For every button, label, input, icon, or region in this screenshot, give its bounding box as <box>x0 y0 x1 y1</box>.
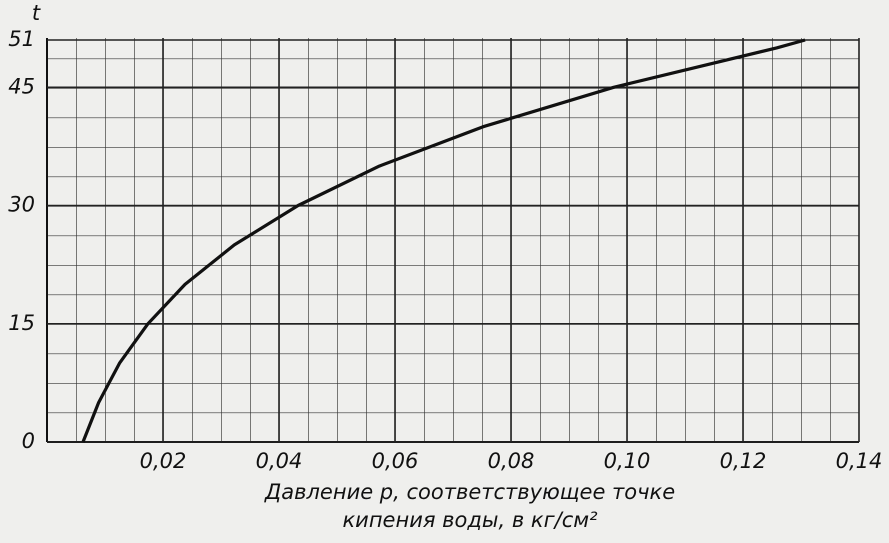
data-line <box>81 38 806 443</box>
x-tick-label: 0,08 <box>488 449 535 473</box>
minor-grid <box>47 38 859 442</box>
x-axis-label: кипения воды, в кг/см² <box>343 508 599 532</box>
x-tick-label: 0,12 <box>720 449 767 473</box>
x-tick-label: 0,14 <box>836 449 883 473</box>
y-tick-label: 30 <box>8 193 35 217</box>
y-axis-label: t <box>32 1 41 25</box>
y-tick-label: 0 <box>22 429 35 453</box>
x-axis-label: Давление р, соответствующее точке <box>264 480 675 504</box>
x-tick-label: 0,06 <box>372 449 419 473</box>
y-tick-label: 15 <box>8 311 35 335</box>
y-tick-label: 51 <box>8 27 35 51</box>
y-tick-label: 45 <box>8 74 35 98</box>
x-tick-label: 0,04 <box>256 449 303 473</box>
x-tick-label: 0,02 <box>140 449 187 473</box>
x-tick-label: 0,10 <box>604 449 651 473</box>
